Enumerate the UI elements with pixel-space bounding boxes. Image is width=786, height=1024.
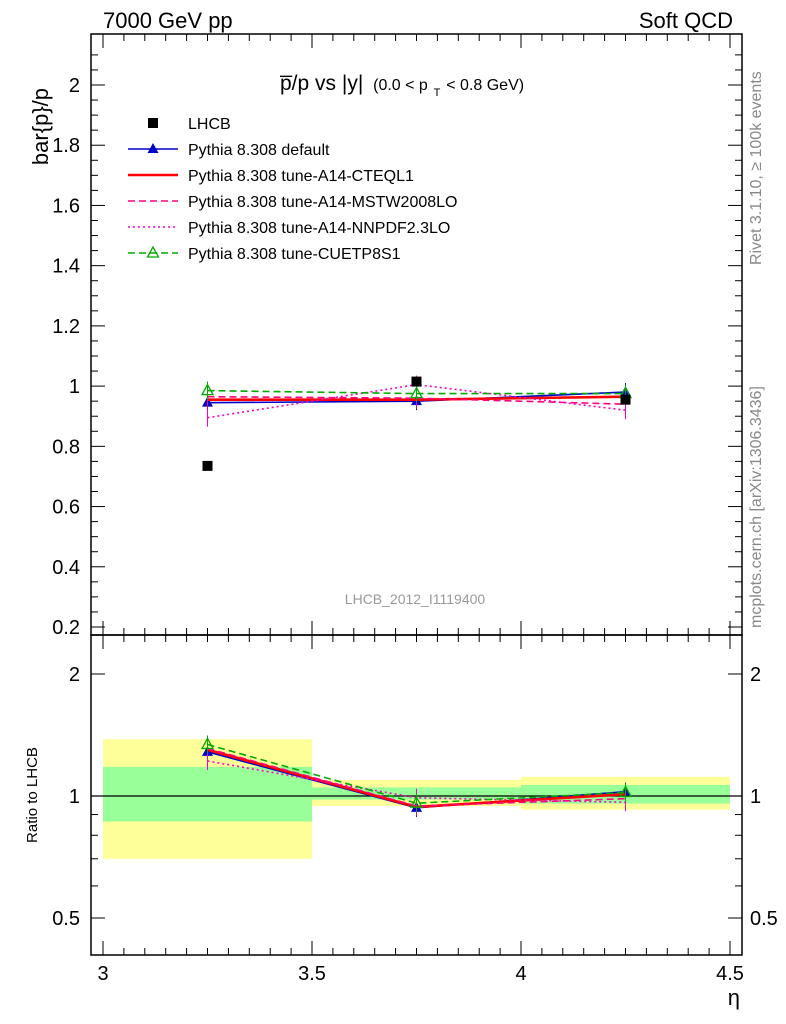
ratio-y-axis: 0.5 0.5 1 1 2 2 [52, 664, 778, 930]
lhcb-point-1 [411, 376, 422, 387]
main-y-tick-label: 0.6 [52, 497, 80, 519]
legend-marker-0 [147, 143, 159, 153]
legend-label-3: Pythia 8.308 tune-A14-NNPDF2.3LO [188, 220, 450, 237]
ratio-series-line-4 [207, 743, 626, 805]
legend-label-2: Pythia 8.308 tune-A14-MSTW2008LO [188, 194, 457, 211]
ratio-y-axis-label: Ratio to LHCB [24, 747, 41, 843]
main-series-4-point-0 [200, 383, 215, 396]
lhcb-point-0 [202, 460, 213, 471]
ratio-y-tick-label: 1 [69, 786, 80, 808]
main-title-note: (0.0 < p [373, 77, 428, 94]
ratio-series-4-point-0 [200, 737, 215, 750]
main-y-axis: 0.2 0.4 0.6 0.8 1 1.2 1.4 1.6 1.8 2 [52, 34, 742, 639]
ratio-series-line-3 [207, 760, 626, 804]
x-axis: 3 3.5 4 4.5 [97, 635, 744, 985]
main-plot: 0.2 0.4 0.6 0.8 1 1.2 1.4 1.6 1.8 2 bar{p}/p p̅/p… [28, 33, 743, 639]
main-y-tick-label: 1.2 [52, 316, 80, 338]
main-y-tick-label: 0.8 [52, 436, 80, 458]
x-tick-label: 3 [97, 963, 108, 985]
mcplots-label: mcplots.cern.ch [arXiv:1306.3436] [748, 386, 765, 628]
legend-label-lhcb: LHCB [188, 116, 231, 133]
main-series [200, 375, 633, 427]
main-title-sub: T [434, 87, 441, 99]
legend-label-1: Pythia 8.308 tune-A14-CTEQL1 [188, 168, 414, 185]
lhcb-data [202, 376, 631, 471]
main-y-tick-label: 0.2 [52, 617, 80, 639]
x-axis-label: η [728, 985, 740, 1010]
main-y-tick-label: 2 [69, 75, 80, 97]
lhcb-point-2 [620, 394, 631, 405]
ratio-y-tick-label: 2 [69, 664, 80, 686]
legend: LHCB Pythia 8.308 default Pythia 8.308 tun… [128, 116, 457, 263]
main-y-tick-label: 0.4 [52, 557, 80, 579]
main-y-tick-label: 1.6 [52, 195, 80, 217]
analysis-id: LHCB_2012_I1119400 [345, 591, 486, 607]
ratio-y-tick-label-right: 2 [750, 664, 761, 686]
ratio-series-4-point-1 [409, 795, 424, 808]
ratio-y-tick-label-right: 0.5 [750, 908, 778, 930]
ratio-band-green-0 [103, 766, 312, 822]
legend-label-4: Pythia 8.308 tune-CUETP8S1 [188, 246, 401, 263]
ratio-plot: 0.5 0.5 1 1 2 2 3 3.5 4 4.5 Ratio to LHCB η [24, 634, 778, 1010]
legend-marker-lhcb [148, 118, 158, 128]
x-tick-label: 3.5 [298, 963, 326, 985]
main-title-note-end: < 0.8 GeV) [446, 77, 524, 94]
main-y-axis-label: bar{p}/p [28, 88, 53, 165]
legend-label-0: Pythia 8.308 default [188, 142, 330, 159]
ratio-y-tick-label: 0.5 [52, 908, 80, 930]
ratio-y-tick-label-right: 1 [750, 786, 761, 808]
x-tick-label: 4.5 [716, 963, 744, 985]
rivet-label: Rivet 3.1.10, ≥ 100k events [748, 71, 765, 265]
header-left: 7000 GeV pp [103, 8, 233, 33]
main-title-main: p̅/p vs |y| [279, 72, 363, 95]
x-tick-label: 4 [515, 963, 526, 985]
ratio-series-4-point-2 [618, 785, 633, 798]
main-y-tick-label: 1 [69, 376, 80, 398]
main-title: p̅/p vs |y| (0.0 < p T < 0.8 GeV) [279, 72, 524, 101]
legend-marker-4 [146, 245, 160, 258]
main-y-tick-label: 1.8 [52, 135, 80, 157]
main-series-4-point-1 [409, 386, 424, 399]
main-y-tick-label: 1.4 [52, 256, 80, 278]
ratio-series [200, 735, 633, 817]
header-right: Soft QCD [639, 8, 733, 33]
